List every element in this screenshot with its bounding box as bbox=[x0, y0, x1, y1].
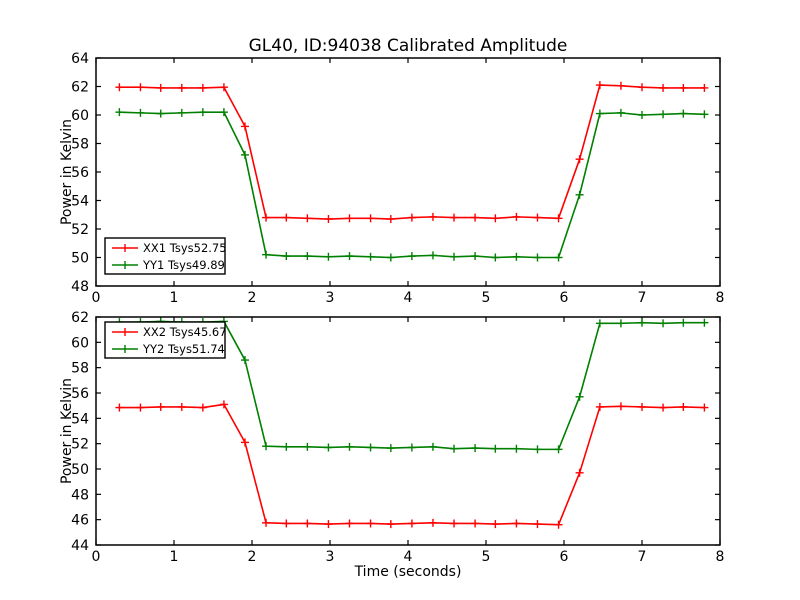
y-tick-label: 44 bbox=[71, 538, 89, 554]
y-tick-label: 50 bbox=[71, 251, 89, 267]
chart-title: GL40, ID:94038 Calibrated Amplitude bbox=[248, 36, 568, 56]
series-line-XX2 bbox=[119, 403, 705, 526]
y-tick-label: 54 bbox=[71, 194, 89, 210]
series-line-XX1 bbox=[119, 84, 705, 220]
y-tick-label: 64 bbox=[71, 51, 89, 67]
y-tick-label: 50 bbox=[71, 462, 89, 478]
x-tick-label: 5 bbox=[482, 549, 491, 565]
y-tick-label: 46 bbox=[71, 513, 89, 529]
x-tick-label: 8 bbox=[716, 549, 725, 565]
y-tick-label: 54 bbox=[71, 411, 89, 427]
y-tick-label: 60 bbox=[71, 108, 89, 124]
top-y-axis-label: Power in Kelvin bbox=[59, 118, 75, 226]
y-tick-label: 62 bbox=[71, 80, 89, 96]
x-tick-label: 2 bbox=[248, 290, 257, 306]
y-tick-label: 48 bbox=[71, 487, 89, 503]
y-tick-label: 58 bbox=[71, 137, 89, 153]
x-tick-label: 1 bbox=[170, 290, 179, 306]
x-tick-label: 1 bbox=[170, 549, 179, 565]
x-tick-label: 5 bbox=[482, 290, 491, 306]
x-tick-label: 0 bbox=[92, 549, 101, 565]
legend-label: YY2 Tsys51.74 bbox=[142, 342, 225, 356]
legend-label: XX2 Tsys45.67 bbox=[143, 325, 227, 339]
series-line-YY1 bbox=[119, 111, 705, 259]
x-tick-label: 3 bbox=[326, 549, 335, 565]
x-tick-label: 0 bbox=[92, 290, 101, 306]
x-tick-label: 6 bbox=[560, 290, 569, 306]
axes-frame bbox=[95, 316, 721, 546]
x-tick-label: 6 bbox=[560, 549, 569, 565]
x-tick-label: 3 bbox=[326, 290, 335, 306]
legend-label: XX1 Tsys52.75 bbox=[143, 241, 227, 255]
bottom-y-axis-label: Power in Kelvin bbox=[59, 377, 75, 485]
x-tick-label: 4 bbox=[404, 549, 413, 565]
y-tick-label: 52 bbox=[71, 437, 89, 453]
x-axis-label: Time (seconds) bbox=[354, 564, 462, 580]
x-tick-label: 7 bbox=[638, 549, 647, 565]
y-tick-label: 62 bbox=[71, 310, 89, 326]
x-tick-label: 4 bbox=[404, 290, 413, 306]
legend-label: YY1 Tsys49.89 bbox=[142, 258, 225, 272]
y-tick-label: 48 bbox=[71, 279, 89, 295]
x-tick-label: 7 bbox=[638, 290, 647, 306]
y-tick-label: 56 bbox=[71, 386, 89, 402]
x-tick-label: 2 bbox=[248, 549, 257, 565]
axes-frame bbox=[95, 57, 721, 287]
y-tick-label: 58 bbox=[71, 361, 89, 377]
x-tick-label: 8 bbox=[716, 290, 725, 306]
y-tick-label: 56 bbox=[71, 165, 89, 181]
y-tick-label: 60 bbox=[71, 335, 89, 351]
y-tick-label: 52 bbox=[71, 222, 89, 238]
